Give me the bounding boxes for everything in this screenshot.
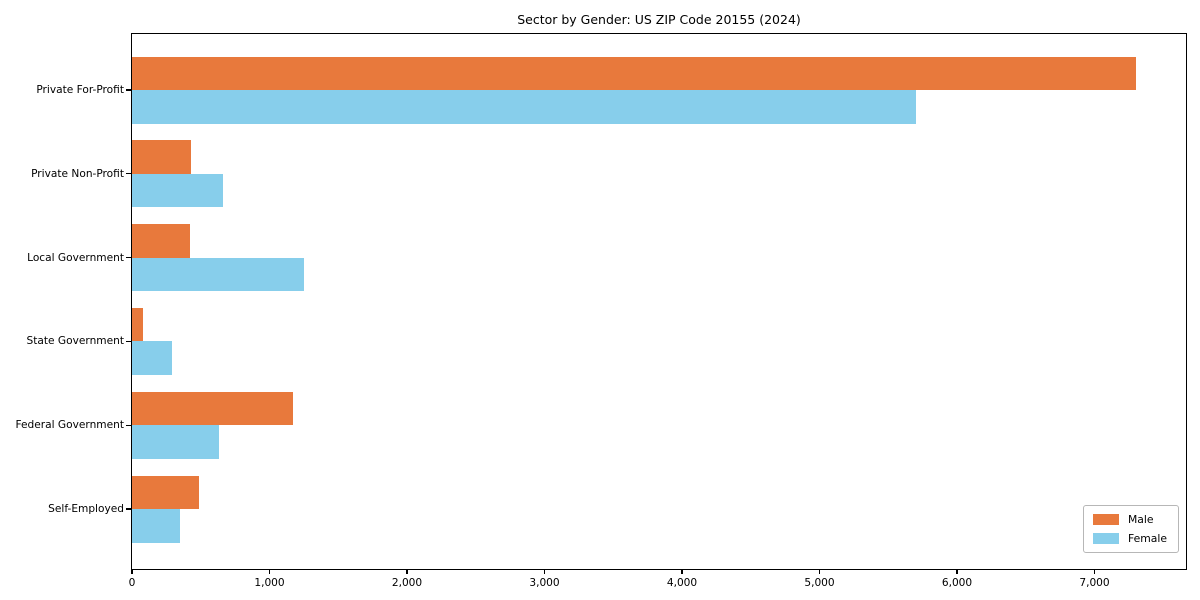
y-tick-mark-local-government bbox=[125, 257, 131, 259]
x-tick-label-4000: 4,000 bbox=[666, 577, 698, 589]
legend-entry-male: Male bbox=[1092, 513, 1167, 526]
legend-entry-female: Female bbox=[1092, 532, 1167, 545]
x-tick-label-0: 0 bbox=[128, 577, 136, 589]
x-tick-mark-6000 bbox=[956, 569, 958, 574]
bar-female-private-for-profit bbox=[132, 90, 916, 124]
y-tick-mark-federal-government bbox=[125, 424, 131, 426]
bar-female-self-employed bbox=[132, 509, 181, 543]
x-tick-label-7000: 7,000 bbox=[1079, 577, 1110, 589]
x-tick-mark-7000 bbox=[1093, 569, 1096, 574]
legend: Male Female bbox=[1082, 505, 1179, 553]
bar-female-state-government bbox=[132, 341, 172, 375]
y-tick-label-private-non-profit: Private Non-Profit bbox=[31, 167, 124, 180]
y-tick-label-federal-government: Federal Government bbox=[15, 419, 125, 432]
bar-male-local-government bbox=[132, 224, 190, 258]
female-color-swatch bbox=[1092, 533, 1119, 544]
y-tick-label-local-government: Local Government bbox=[27, 251, 124, 264]
x-tick-label-3000: 3,000 bbox=[529, 577, 560, 589]
x-tick-label-1000: 1,000 bbox=[254, 577, 285, 589]
x-tick-mark-0 bbox=[131, 569, 133, 574]
chart-title: Sector by Gender: US ZIP Code 20155 (202… bbox=[517, 12, 801, 27]
x-tick-label-2000: 2,000 bbox=[391, 577, 423, 589]
bar-female-federal-government bbox=[132, 425, 219, 459]
x-tick-mark-2000 bbox=[406, 569, 408, 574]
plot-area: Private For-Profit Private Non-Profit Loca… bbox=[16, 33, 1187, 589]
y-tick-mark-private-for-profit bbox=[125, 89, 131, 91]
bar-male-private-for-profit bbox=[132, 56, 1136, 90]
x-tick-mark-4000 bbox=[681, 569, 683, 574]
x-tick-label-5000: 5,000 bbox=[804, 577, 835, 589]
bar-male-self-employed bbox=[132, 475, 200, 509]
x-tick-mark-1000 bbox=[268, 569, 271, 574]
bar-male-federal-government bbox=[132, 391, 293, 426]
bar-male-state-government bbox=[132, 307, 143, 342]
legend-label-female: Female bbox=[1127, 532, 1167, 545]
y-tick-label-state-government: State Government bbox=[26, 335, 124, 348]
bar-female-local-government bbox=[132, 257, 304, 292]
y-tick-mark-self-employed bbox=[125, 508, 131, 510]
bar-female-private-non-profit bbox=[132, 173, 223, 208]
bar-male-private-non-profit bbox=[132, 140, 192, 174]
legend-label-male: Male bbox=[1127, 513, 1154, 526]
y-tick-mark-state-government bbox=[125, 340, 131, 342]
male-color-swatch bbox=[1092, 514, 1119, 525]
y-tick-label-self-employed: Self-Employed bbox=[48, 503, 124, 515]
x-tick-mark-3000 bbox=[543, 569, 546, 574]
x-tick-mark-5000 bbox=[818, 569, 821, 574]
y-tick-label-private-for-profit: Private For-Profit bbox=[36, 84, 124, 96]
y-tick-mark-private-non-profit bbox=[125, 173, 131, 175]
x-tick-label-6000: 6,000 bbox=[941, 577, 973, 589]
